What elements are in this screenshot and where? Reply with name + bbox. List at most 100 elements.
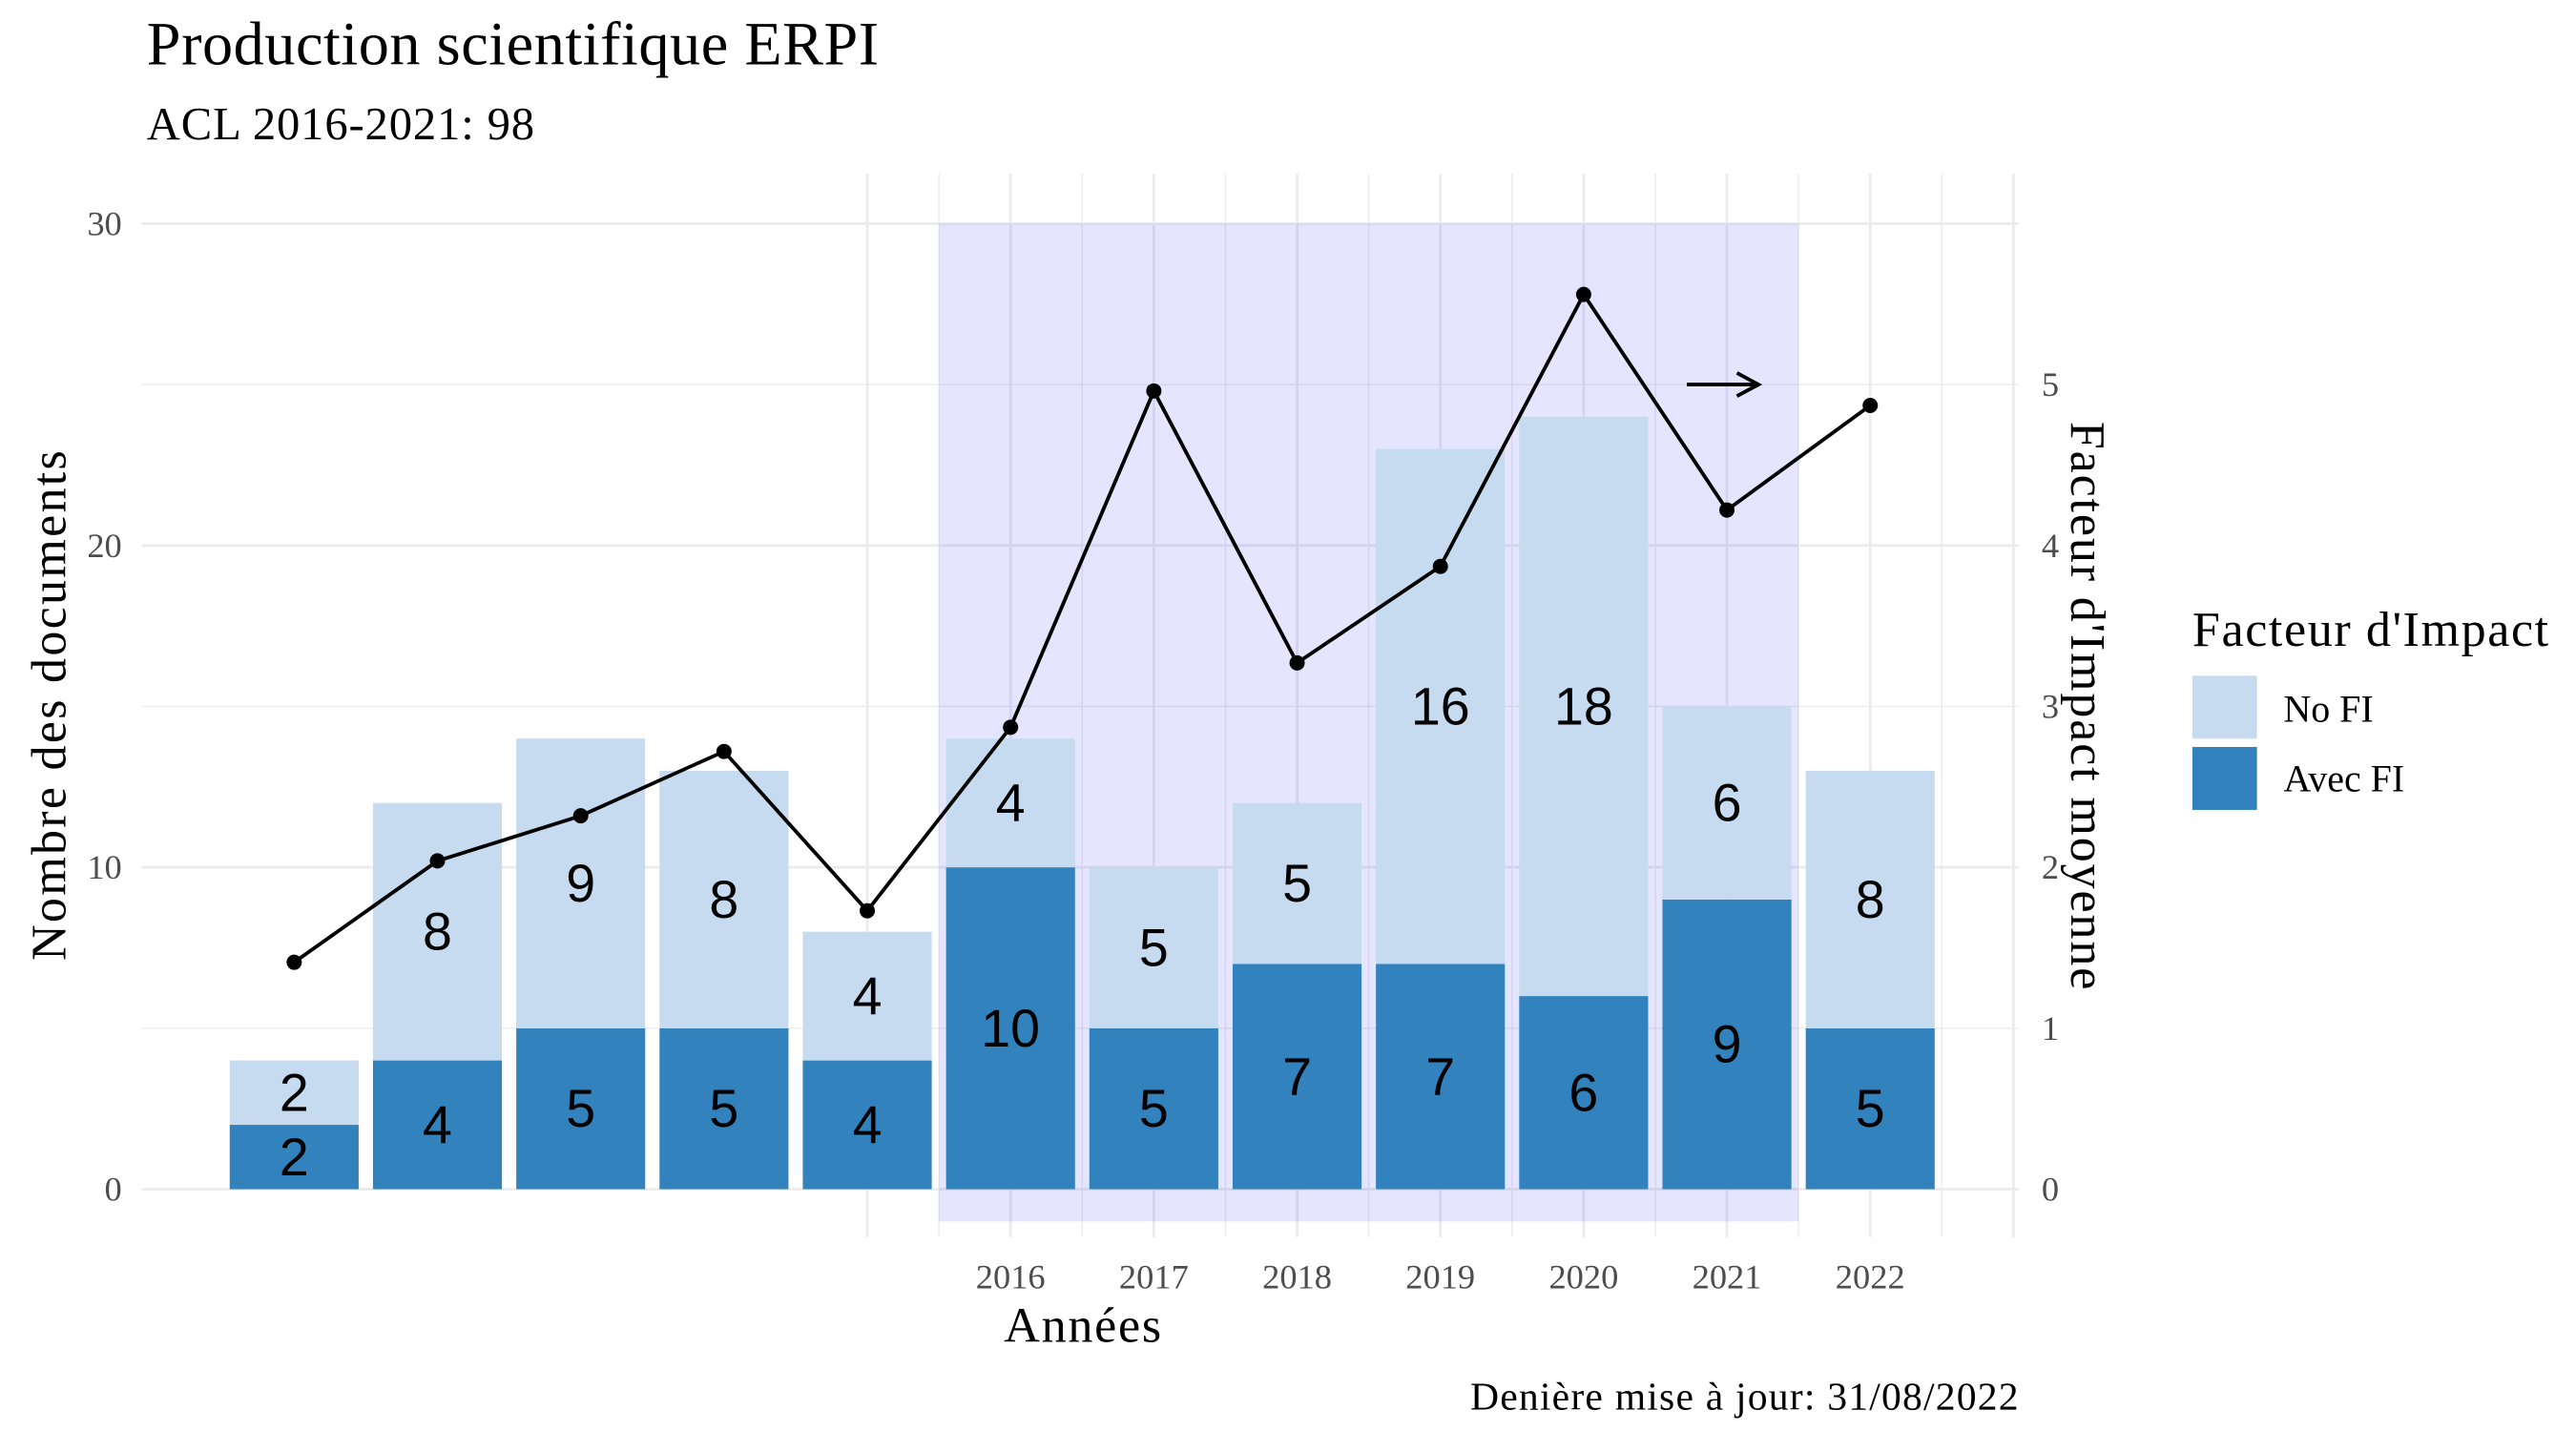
- x-tick-label: 2016: [976, 1258, 1046, 1296]
- bar-value-label: 2: [280, 1063, 309, 1122]
- y2-tick-label: 2: [2042, 848, 2059, 886]
- impact-factor-point: [1862, 398, 1879, 413]
- annotation-arrow-group: [1687, 371, 1763, 398]
- bar-segment-avec-fi: [1232, 964, 1362, 1190]
- legend: Facteur d'Impact No FI Avec FI: [2192, 603, 2549, 810]
- bar-value-label: 7: [1282, 1047, 1312, 1106]
- bar-value-label: 7: [1425, 1047, 1455, 1106]
- impact-factor-point: [1575, 286, 1591, 302]
- chart-subtitle: ACL 2016-2021: 98: [147, 98, 534, 150]
- impact-factor-points: [286, 286, 1879, 970]
- bar-value-label: 8: [709, 870, 738, 929]
- impact-factor-point: [716, 743, 732, 759]
- bar-segment-no-fi: [1805, 770, 1935, 1028]
- impact-factor-point: [286, 954, 302, 970]
- bar-value-label: 9: [566, 854, 595, 913]
- impact-factor-point: [429, 853, 446, 869]
- bar-segment-no-fi: [659, 770, 789, 1028]
- x-tick-label: 2017: [1119, 1258, 1189, 1296]
- highlight-band: [939, 223, 1799, 1222]
- bar-segment-no-fi: [1089, 867, 1218, 1028]
- bar-segment-no-fi: [1519, 416, 1649, 997]
- y-axis-ticks: 0 10 20 30: [87, 204, 121, 1208]
- x-tick-label: 2019: [1405, 1258, 1475, 1296]
- y2-tick-label: 1: [2042, 1009, 2059, 1047]
- impact-factor-point: [1146, 383, 1162, 399]
- bar-value-label: 8: [1856, 870, 1885, 929]
- bar-segment-avec-fi: [229, 1125, 359, 1190]
- legend-label-no-fi: No FI: [2283, 688, 2373, 731]
- impact-factor-point: [1003, 719, 1019, 736]
- y2-tick-label: 4: [2042, 527, 2059, 565]
- bar-segment-no-fi: [229, 1060, 359, 1126]
- bar-segment-avec-fi: [945, 867, 1075, 1190]
- y-tick-label: 20: [87, 527, 121, 565]
- legend-key-no-fi: [2192, 675, 2257, 739]
- bar-value-label: 5: [1139, 1079, 1169, 1138]
- y-axis-title: Nombre des documents: [23, 450, 77, 961]
- impact-factor-line-path: [293, 292, 1872, 964]
- bar-segment-avec-fi: [659, 1027, 789, 1190]
- y2-axis-title: Facteur d'Impact moyenne: [2060, 422, 2114, 989]
- bar-value-label: 5: [709, 1079, 738, 1138]
- bar-segment-no-fi: [1232, 802, 1362, 964]
- bar-value-label: 8: [423, 902, 452, 962]
- bar-value-label: 5: [1139, 918, 1169, 977]
- bar-value-label: 16: [1411, 676, 1470, 736]
- impact-factor-point: [1719, 502, 1735, 518]
- impact-factor-point: [1432, 558, 1448, 574]
- bar-value-label: 5: [1856, 1079, 1885, 1138]
- bar-value-label: 4: [853, 966, 883, 1026]
- x-tick-label: 2022: [1836, 1258, 1905, 1296]
- x-tick-label: 2020: [1548, 1258, 1618, 1296]
- x-axis-title: Années: [1004, 1298, 1161, 1353]
- chart-caption: Denière mise à jour: 31/08/2022: [1470, 1375, 2019, 1419]
- y-tick-label: 30: [87, 204, 121, 242]
- y2-tick-label: 3: [2042, 687, 2059, 725]
- bar-segment-no-fi: [1662, 706, 1792, 900]
- x-tick-label: 2018: [1262, 1258, 1332, 1296]
- bar-segment-avec-fi: [1805, 1027, 1935, 1190]
- bar-value-label: 6: [1713, 774, 1742, 833]
- legend-title: Facteur d'Impact: [2192, 603, 2549, 657]
- impact-factor-point: [1289, 654, 1305, 671]
- bar-segment-avec-fi: [516, 1027, 646, 1190]
- bar-value-label: 4: [423, 1095, 452, 1154]
- legend-label-avec-fi: Avec FI: [2283, 757, 2404, 799]
- bar-segment-avec-fi: [1376, 964, 1506, 1190]
- bar-value-label: 10: [981, 999, 1040, 1058]
- y2-tick-label: 5: [2042, 365, 2059, 404]
- bar-value-label: 5: [1282, 854, 1312, 913]
- y-tick-label: 0: [105, 1171, 122, 1209]
- impact-factor-point: [860, 902, 876, 919]
- bar-value-labels: 2 4 5 5 4 10 5 7 7 6 9 5 2 8 9 8 4 4 5 5 16 18 6 8: [280, 676, 1885, 1186]
- bar-segment-avec-fi: [1662, 899, 1792, 1190]
- stacked-bars: [229, 416, 1935, 1190]
- bar-segment-avec-fi: [1089, 1027, 1218, 1190]
- x-tick-label: 2021: [1693, 1258, 1762, 1296]
- bar-segment-avec-fi: [1519, 996, 1649, 1190]
- impact-factor-point: [572, 808, 589, 824]
- bar-segment-avec-fi: [372, 1060, 503, 1190]
- chart-title: Production scientifique ERPI: [147, 10, 879, 78]
- y-tick-label: 10: [87, 848, 121, 886]
- y2-axis-ticks: 0 1 2 3 4 5: [2042, 365, 2059, 1208]
- bar-value-label: 5: [566, 1079, 595, 1138]
- bar-segment-no-fi: [802, 931, 932, 1061]
- annotation-arrow-head: [1735, 371, 1763, 398]
- highlight-rect: [939, 223, 1799, 1222]
- bar-value-label: 4: [853, 1095, 883, 1154]
- bar-value-label: 9: [1713, 1015, 1742, 1074]
- bar-segment-avec-fi: [802, 1060, 932, 1190]
- bar-value-label: 6: [1568, 1063, 1598, 1122]
- legend-key-avec-fi: [2192, 746, 2257, 810]
- x-axis-ticks: 2016 2017 2018 2019 2020 2021 2022: [976, 1258, 1905, 1296]
- y2-tick-label: 0: [2042, 1171, 2059, 1209]
- impact-factor-line: [293, 292, 1872, 964]
- bar-value-label: 18: [1554, 676, 1613, 736]
- bar-value-label: 2: [280, 1128, 309, 1187]
- plot-panel: 2 4 5 5 4 10 5 7 7 6 9 5 2 8 9 8 4 4 5 5 16 18 6 8: [141, 174, 2019, 1237]
- bar-segment-no-fi: [516, 738, 646, 1028]
